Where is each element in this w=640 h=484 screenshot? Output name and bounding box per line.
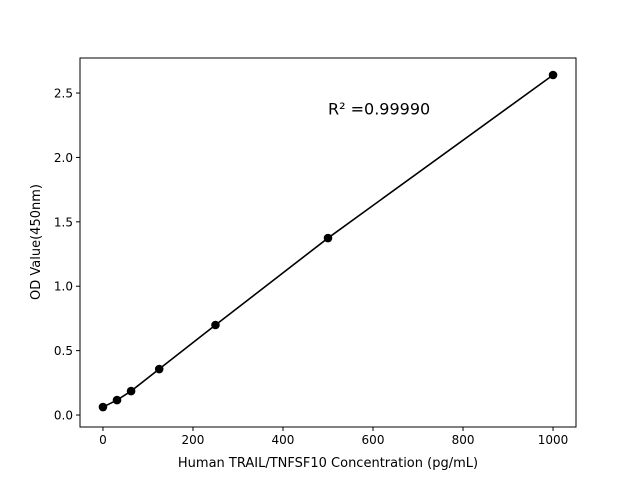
data-point — [323, 233, 333, 243]
y-tick-label: 0.0 — [54, 409, 73, 423]
plot-frame — [79, 57, 577, 428]
series-group — [98, 70, 558, 412]
data-point — [211, 320, 220, 330]
data-point — [154, 364, 164, 374]
y-axis-ticks: 0.0 0.5 1.0 1.5 2.0 2.5 — [54, 87, 80, 423]
x-tick-label: 1000 — [538, 433, 569, 447]
y-tick-label: 0.5 — [54, 344, 73, 358]
annotation-r-squared: R² =0.99990 — [328, 99, 430, 118]
data-point — [112, 395, 122, 405]
x-tick-label: 800 — [452, 433, 475, 447]
y-axis-label: OD Value(450nm) — [29, 184, 44, 300]
x-tick-label: 400 — [272, 433, 295, 447]
data-point — [126, 386, 136, 396]
data-point — [548, 70, 558, 80]
y-tick-label: 1.0 — [54, 280, 73, 294]
x-tick-label: 0 — [99, 433, 107, 447]
x-tick-label: 600 — [362, 433, 385, 447]
y-tick-label: 1.5 — [54, 215, 73, 229]
y-tick-label: 2.5 — [54, 87, 73, 101]
x-tick-label: 200 — [182, 433, 205, 447]
x-axis-label: Human TRAIL/TNFSF10 Concentration (pg/mL… — [178, 456, 478, 471]
data-point — [98, 402, 108, 412]
x-axis-ticks: 0 200 400 600 800 1000 — [99, 427, 568, 447]
y-tick-label: 2.0 — [54, 151, 73, 165]
